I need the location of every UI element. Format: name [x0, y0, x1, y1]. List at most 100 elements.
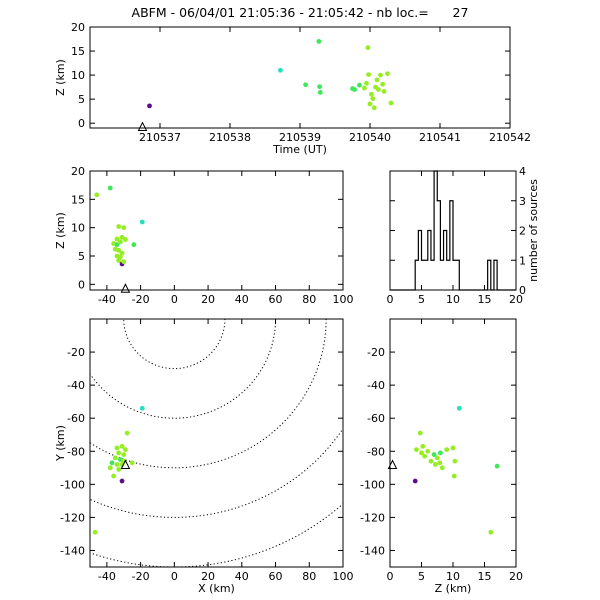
- data-point: [385, 71, 390, 77]
- data-point: [362, 85, 367, 91]
- data-point: [414, 447, 419, 453]
- x-tick-label: 15: [478, 293, 492, 306]
- data-point: [434, 455, 440, 461]
- y-tick-label: -120: [360, 511, 385, 524]
- x-axis-title: Time (UT): [272, 143, 327, 156]
- data-point: [420, 443, 426, 449]
- data-point: [119, 250, 125, 256]
- data-point: [121, 452, 127, 457]
- data-point: [357, 82, 362, 88]
- x-tick-label: 0: [171, 570, 178, 583]
- x-tick-label: 0: [387, 293, 394, 306]
- x-tick-label: -20: [132, 570, 150, 583]
- y-tick-label: 1: [519, 254, 526, 267]
- x-tick-label: 80: [302, 293, 316, 306]
- x-axis-title: Z (km): [435, 582, 472, 595]
- y-tick-label: 15: [71, 193, 85, 206]
- data-point: [365, 45, 371, 51]
- data-point: [129, 460, 135, 466]
- x-tick-label: 20: [509, 570, 523, 583]
- station-marker: [120, 283, 131, 293]
- x-tick-label: 60: [269, 293, 283, 306]
- data-point: [114, 242, 120, 248]
- data-point: [109, 460, 115, 466]
- x-tick-label: 10: [446, 570, 460, 583]
- axes-frame: [89, 318, 344, 568]
- data-point: [494, 463, 500, 469]
- data-point: [431, 452, 437, 457]
- data-point: [352, 87, 357, 92]
- y-tick-label: -80: [67, 445, 85, 458]
- x-axis-title: X (km): [198, 582, 235, 595]
- data-point: [119, 234, 125, 240]
- data-point: [369, 91, 374, 97]
- data-point: [114, 462, 120, 467]
- data-point: [94, 192, 100, 198]
- data-point: [419, 450, 424, 456]
- x-z-panel: -40 -20 0 20 40 60 80 100 0 5 10 15 20 Z (km): [54, 165, 354, 306]
- data-point: [316, 39, 322, 44]
- x-tick-label: 210540: [349, 131, 391, 144]
- y-axis-title: number of sources: [527, 179, 540, 282]
- data-point: [123, 447, 128, 453]
- station-marker: [137, 121, 148, 132]
- data-point: [450, 445, 456, 451]
- figure-title: ABFM - 06/04/01 21:05:36 - 21:05:42 - nb…: [132, 5, 469, 20]
- data-point: [438, 450, 443, 456]
- data-point: [119, 443, 125, 449]
- y-tick-label: -20: [67, 346, 85, 359]
- y-axis-title: Z (km): [54, 59, 67, 96]
- axes-frame: [89, 26, 511, 129]
- y-tick-label: -120: [60, 511, 85, 524]
- data-point: [123, 237, 128, 242]
- data-point: [111, 473, 117, 479]
- data-point: [439, 465, 445, 471]
- data-point: [432, 462, 438, 467]
- x-tick-label: 210541: [419, 131, 461, 144]
- data-point: [370, 96, 376, 102]
- data-point: [116, 224, 122, 229]
- data-point: [374, 77, 380, 83]
- axes-frame: [389, 318, 517, 568]
- data-point: [371, 105, 377, 111]
- data-point: [278, 67, 283, 73]
- y-tick-label: -60: [367, 412, 385, 425]
- y-tick-label: -20: [367, 346, 385, 359]
- data-point: [107, 185, 113, 191]
- x-tick-label: 0: [171, 293, 178, 306]
- y-tick-label: 20: [71, 21, 85, 34]
- x-tick-label: 210539: [279, 131, 321, 144]
- data-point: [422, 453, 428, 459]
- x-tick-label: 20: [201, 570, 215, 583]
- x-tick-label: -20: [132, 293, 150, 306]
- data-point: [124, 430, 130, 436]
- data-point: [444, 447, 450, 453]
- y-tick-label: 5: [78, 93, 85, 106]
- x-tick-label: 40: [235, 570, 249, 583]
- y-tick-label: -140: [360, 544, 385, 557]
- data-point: [417, 430, 423, 436]
- y-tick-label: -40: [367, 379, 385, 392]
- x-tick-label: 20: [509, 293, 523, 306]
- data-point: [364, 80, 369, 86]
- data-point: [367, 101, 373, 107]
- x-tick-label: 15: [478, 570, 492, 583]
- x-tick-label: 0: [387, 570, 394, 583]
- y-tick-label: 5: [78, 250, 85, 263]
- data-point: [112, 455, 118, 461]
- data-point: [131, 242, 137, 248]
- x-tick-label: 20: [201, 293, 215, 306]
- data-point: [488, 529, 494, 535]
- y-tick-label: 3: [519, 195, 526, 208]
- x-tick-label: 210542: [489, 131, 531, 144]
- data-point: [114, 236, 120, 242]
- y-tick-label: 0: [519, 284, 526, 297]
- y-tick-label: -60: [67, 412, 85, 425]
- data-point: [116, 258, 122, 263]
- data-point: [317, 90, 323, 95]
- x-tick-label: 210538: [209, 131, 251, 144]
- data-point: [378, 72, 383, 78]
- data-point: [366, 72, 371, 78]
